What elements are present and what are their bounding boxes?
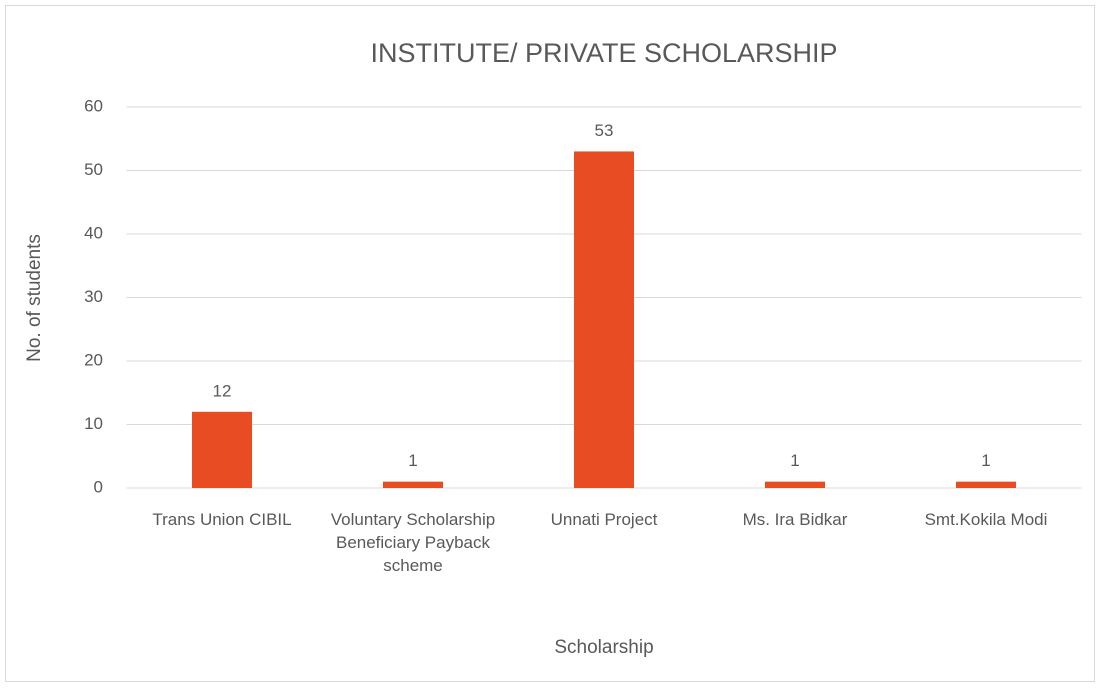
y-tick-label: 10 bbox=[84, 414, 103, 433]
y-tick-label: 40 bbox=[84, 223, 103, 242]
y-tick-label: 20 bbox=[84, 350, 103, 369]
data-label: 1 bbox=[408, 451, 417, 470]
y-tick-label: 50 bbox=[84, 160, 103, 179]
bar bbox=[765, 481, 825, 488]
x-tick-label: Voluntary Scholarship Beneficiary Paybac… bbox=[330, 510, 496, 575]
chart-title: INSTITUTE/ PRIVATE SCHOLARSHIP bbox=[370, 38, 837, 68]
chart-frame bbox=[5, 5, 1095, 682]
bar bbox=[192, 411, 252, 488]
bar bbox=[574, 151, 634, 488]
x-tick-label: Trans Union CIBIL bbox=[152, 510, 292, 529]
data-label: 12 bbox=[213, 381, 232, 400]
x-axis-title: Scholarship bbox=[554, 637, 653, 658]
bar bbox=[956, 481, 1016, 488]
x-tick-label: Ms. Ira Bidkar bbox=[742, 510, 848, 529]
y-axis-title: No. of students bbox=[24, 234, 45, 362]
data-label: 1 bbox=[790, 451, 799, 470]
data-label: 53 bbox=[595, 121, 614, 140]
bar bbox=[383, 481, 443, 488]
data-label: 1 bbox=[981, 451, 990, 470]
x-tick-label: Unnati Project bbox=[550, 510, 658, 529]
y-tick-label: 60 bbox=[84, 96, 103, 115]
y-tick-label: 0 bbox=[94, 477, 103, 496]
x-tick-label: Smt.Kokila Modi bbox=[924, 510, 1048, 529]
y-tick-label: 30 bbox=[84, 287, 103, 306]
